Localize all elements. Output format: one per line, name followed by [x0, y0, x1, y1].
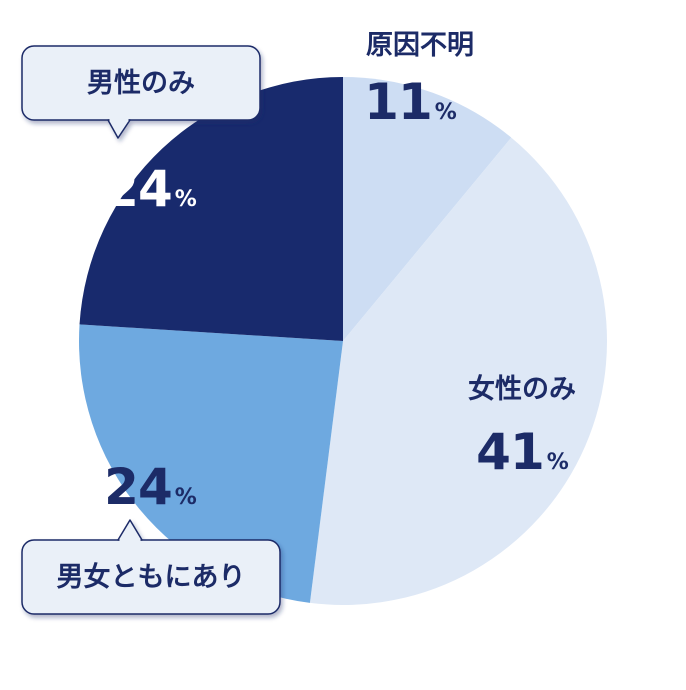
slice-value-unit: %	[547, 450, 569, 475]
pie-slices	[79, 77, 607, 605]
pie-slice-2	[309, 137, 607, 605]
slice-value-number: 11	[364, 73, 432, 131]
slice-value-2: 41%	[476, 423, 569, 481]
slice-value-4: 24%	[104, 160, 197, 218]
slice-value-3: 24%	[104, 458, 197, 516]
slice-label-2: 女性のみ	[468, 373, 576, 405]
slice-label-1: 原因不明	[366, 30, 474, 61]
slice-value-number: 41	[476, 423, 544, 481]
slice-value-unit: %	[175, 187, 197, 212]
slice-value-number: 24	[104, 160, 172, 218]
slice-value-1: 11%	[364, 73, 457, 131]
callout-box-3	[21, 519, 281, 615]
pie-slice-3	[79, 324, 344, 603]
slice-value-unit: %	[175, 485, 197, 510]
slice-value-number: 24	[104, 458, 172, 516]
slice-value-unit: %	[435, 100, 457, 125]
pie-labels: 原因不明 11 % 女性のみ 41 % 男女ともにあり 24 % 男性のみ 24%	[21, 30, 576, 615]
callout-box-4	[21, 45, 261, 139]
pie-slice-4	[79, 77, 344, 341]
slice-label-3: 男女ともにあり	[57, 561, 246, 593]
slice-label-4: 男性のみ	[87, 68, 195, 99]
pie-slice-1	[343, 77, 512, 341]
